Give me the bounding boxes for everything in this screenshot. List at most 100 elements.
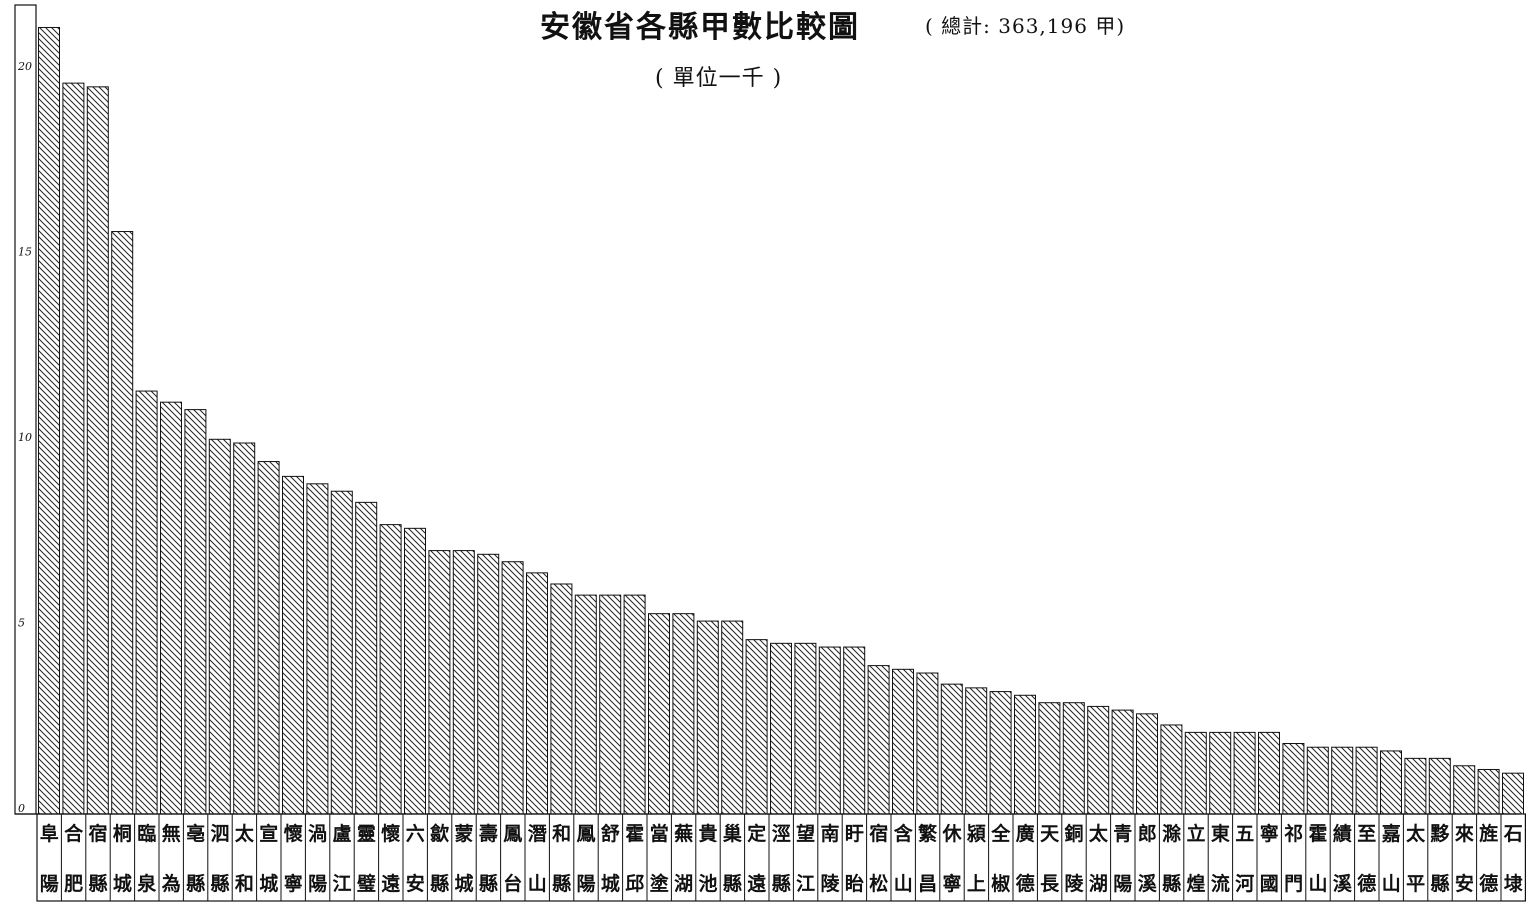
bar bbox=[160, 401, 182, 815]
bar bbox=[86, 86, 109, 815]
bar bbox=[1209, 731, 1232, 815]
category-label: 霍山 bbox=[1308, 823, 1327, 895]
bar bbox=[794, 642, 817, 815]
bar bbox=[233, 442, 256, 815]
bar bbox=[818, 646, 841, 815]
bar bbox=[135, 390, 158, 815]
category-label: 寧國 bbox=[1260, 822, 1279, 895]
bar bbox=[1014, 694, 1036, 815]
y-tick-label: 0 bbox=[18, 802, 25, 815]
bar bbox=[550, 583, 573, 815]
bar bbox=[282, 475, 304, 815]
category-label: 臨泉 bbox=[136, 822, 157, 895]
bar bbox=[1453, 765, 1476, 815]
bar bbox=[1306, 746, 1329, 815]
category-label: 南陵 bbox=[820, 823, 840, 895]
category-label: 懷寧 bbox=[284, 822, 303, 895]
bar bbox=[1136, 713, 1158, 815]
y-tick-label: 20 bbox=[17, 60, 32, 73]
bar bbox=[404, 527, 426, 815]
bar bbox=[843, 646, 866, 815]
bar bbox=[111, 231, 134, 815]
category-label: 全椒 bbox=[990, 822, 1011, 895]
category-label: 定遠 bbox=[747, 822, 766, 895]
bar bbox=[989, 691, 1012, 815]
bar bbox=[1355, 746, 1378, 815]
chart-total-note: ( 總計: 363,196 甲) bbox=[925, 14, 1126, 38]
category-label: 含山 bbox=[894, 822, 914, 895]
y-axis-scale bbox=[14, 4, 37, 815]
category-label: 無為 bbox=[162, 822, 181, 895]
category-label: 廣德 bbox=[1016, 822, 1035, 895]
category-label: 亳縣 bbox=[186, 822, 205, 895]
chart-title: 安徽省各縣甲數比較圖 bbox=[540, 10, 860, 45]
y-tick-label: 5 bbox=[18, 617, 25, 630]
y-tick-label: 10 bbox=[18, 431, 32, 444]
bar bbox=[38, 26, 60, 815]
category-label: 當塗 bbox=[650, 822, 670, 895]
category-label: 旌德 bbox=[1479, 822, 1498, 895]
category-label: 涇縣 bbox=[772, 822, 791, 895]
bar bbox=[1331, 746, 1354, 815]
category-label: 立煌 bbox=[1186, 822, 1205, 895]
category-label: 懷遠 bbox=[381, 822, 400, 895]
category-label: 宿縣 bbox=[88, 822, 107, 895]
category-label: 太和 bbox=[235, 822, 255, 895]
category-label: 霍邱 bbox=[625, 823, 644, 895]
bar bbox=[477, 553, 500, 815]
category-label: 和縣 bbox=[552, 822, 571, 895]
bar bbox=[1428, 757, 1451, 815]
category-label: 壽縣 bbox=[479, 822, 498, 895]
bar bbox=[1282, 743, 1305, 815]
category-label: 蒙城 bbox=[454, 823, 473, 895]
category-label: 桐城 bbox=[113, 822, 132, 895]
category-label: 休寧 bbox=[941, 823, 962, 895]
category-label: 祁門 bbox=[1284, 822, 1303, 895]
category-label: 靈璧 bbox=[357, 823, 376, 895]
bar bbox=[184, 409, 207, 815]
category-label: 銅陵 bbox=[1064, 822, 1084, 895]
bar bbox=[1184, 731, 1207, 815]
bar bbox=[1477, 768, 1500, 815]
bar bbox=[648, 613, 670, 815]
category-label: 滁縣 bbox=[1162, 822, 1182, 895]
bar bbox=[355, 501, 378, 815]
category-label: 青陽 bbox=[1113, 823, 1132, 895]
bar bbox=[745, 639, 768, 815]
bar bbox=[257, 461, 280, 815]
bar bbox=[892, 668, 914, 815]
category-label: 黟縣 bbox=[1430, 822, 1449, 895]
category-label: 舒城 bbox=[601, 822, 620, 895]
category-label: 嘉山 bbox=[1381, 823, 1401, 895]
bar bbox=[452, 550, 475, 815]
bar bbox=[526, 572, 548, 815]
category-label: 蕪湖 bbox=[674, 822, 693, 895]
category-label: 歙縣 bbox=[429, 822, 449, 895]
bar bbox=[208, 438, 231, 815]
bar bbox=[306, 483, 329, 815]
category-label: 阜陽 bbox=[40, 822, 59, 895]
bar bbox=[599, 594, 622, 815]
category-label: 石埭 bbox=[1503, 823, 1524, 895]
bar bbox=[721, 620, 744, 815]
category-label: 巢縣 bbox=[722, 822, 743, 895]
bar bbox=[696, 620, 719, 815]
bar bbox=[574, 594, 597, 815]
category-label: 望江 bbox=[796, 822, 815, 895]
bar bbox=[1380, 750, 1402, 815]
category-label: 盧江 bbox=[332, 823, 351, 895]
category-label: 五河 bbox=[1235, 823, 1254, 895]
bar bbox=[770, 642, 792, 815]
y-tick-label: 15 bbox=[18, 246, 32, 259]
category-label: 郎溪 bbox=[1138, 822, 1158, 895]
bar bbox=[940, 683, 963, 815]
category-label: 合肥 bbox=[64, 822, 84, 895]
category-label: 績溪 bbox=[1333, 822, 1353, 895]
bar bbox=[1502, 772, 1524, 815]
category-label: 潛山 bbox=[528, 823, 547, 895]
bar bbox=[1038, 702, 1061, 815]
bar bbox=[1233, 731, 1256, 815]
category-label: 太平 bbox=[1406, 822, 1426, 895]
category-label: 潁上 bbox=[967, 823, 986, 895]
